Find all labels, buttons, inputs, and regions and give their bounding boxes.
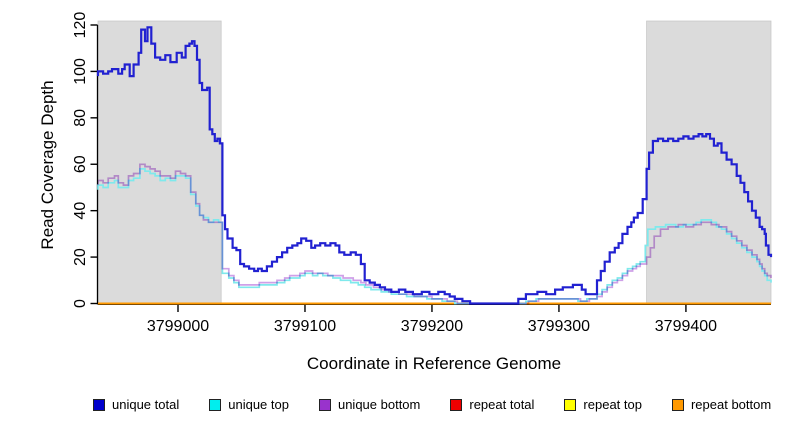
x-axis-tick-label: 3799300 bbox=[528, 318, 590, 335]
shaded-region bbox=[97, 20, 222, 304]
legend-label: repeat bottom bbox=[690, 397, 772, 412]
legend-item-repeat-total: repeat total bbox=[450, 397, 534, 412]
y-axis-tick-label: 40 bbox=[72, 202, 89, 220]
legend-label: repeat top bbox=[583, 397, 642, 412]
y-axis-title: Read Coverage Depth bbox=[38, 80, 57, 249]
shaded-region bbox=[646, 20, 772, 304]
legend-item-unique-top: unique top bbox=[209, 397, 289, 412]
y-axis-tick-label: 0 bbox=[72, 299, 89, 308]
legend-item-repeat-bottom: repeat bottom bbox=[671, 397, 772, 412]
coverage-plot: 0 20 40 60 80 100 120 3799000 3799100 3799200 3799… bbox=[38, 12, 773, 373]
legend-swatch-repeat-bottom bbox=[671, 398, 684, 411]
legend-label: repeat total bbox=[469, 397, 535, 412]
legend-label: unique bottom bbox=[337, 397, 421, 412]
legend-swatch-repeat-top bbox=[564, 398, 577, 411]
y-axis-tick-label: 120 bbox=[72, 12, 89, 39]
chart-legend: unique total unique top unique bottom repea… bbox=[93, 397, 771, 412]
y-axis-tick-label: 80 bbox=[72, 109, 89, 127]
legend-item-repeat-top: repeat top bbox=[564, 397, 642, 412]
legend-swatch-unique-top bbox=[209, 398, 222, 411]
legend-item-unique-bottom: unique bottom bbox=[318, 397, 421, 412]
legend-item-unique-total: unique total bbox=[93, 397, 179, 412]
x-axis-tick-label: 3799100 bbox=[274, 318, 336, 335]
series-path-unique-bottom bbox=[97, 163, 772, 305]
x-axis-tick-label: 3799000 bbox=[147, 318, 209, 335]
x-axis-tick-label: 3799400 bbox=[655, 318, 717, 335]
y-axis-tick-label: 60 bbox=[72, 155, 89, 173]
x-axis-tick-label: 3799200 bbox=[401, 318, 463, 335]
y-axis-tick-label: 20 bbox=[72, 248, 89, 266]
series-path-unique-top bbox=[97, 168, 772, 305]
legend-swatch-unique-bottom bbox=[318, 398, 331, 411]
legend-swatch-unique-total bbox=[93, 398, 105, 411]
legend-label: unique top bbox=[228, 397, 289, 412]
series-path-unique-total bbox=[96, 26, 773, 305]
legend-label: unique total bbox=[112, 397, 180, 412]
x-axis-title: Coordinate in Reference Genome bbox=[307, 354, 561, 373]
legend-swatch-repeat-total bbox=[450, 398, 463, 411]
y-axis-tick-label: 100 bbox=[72, 58, 89, 85]
